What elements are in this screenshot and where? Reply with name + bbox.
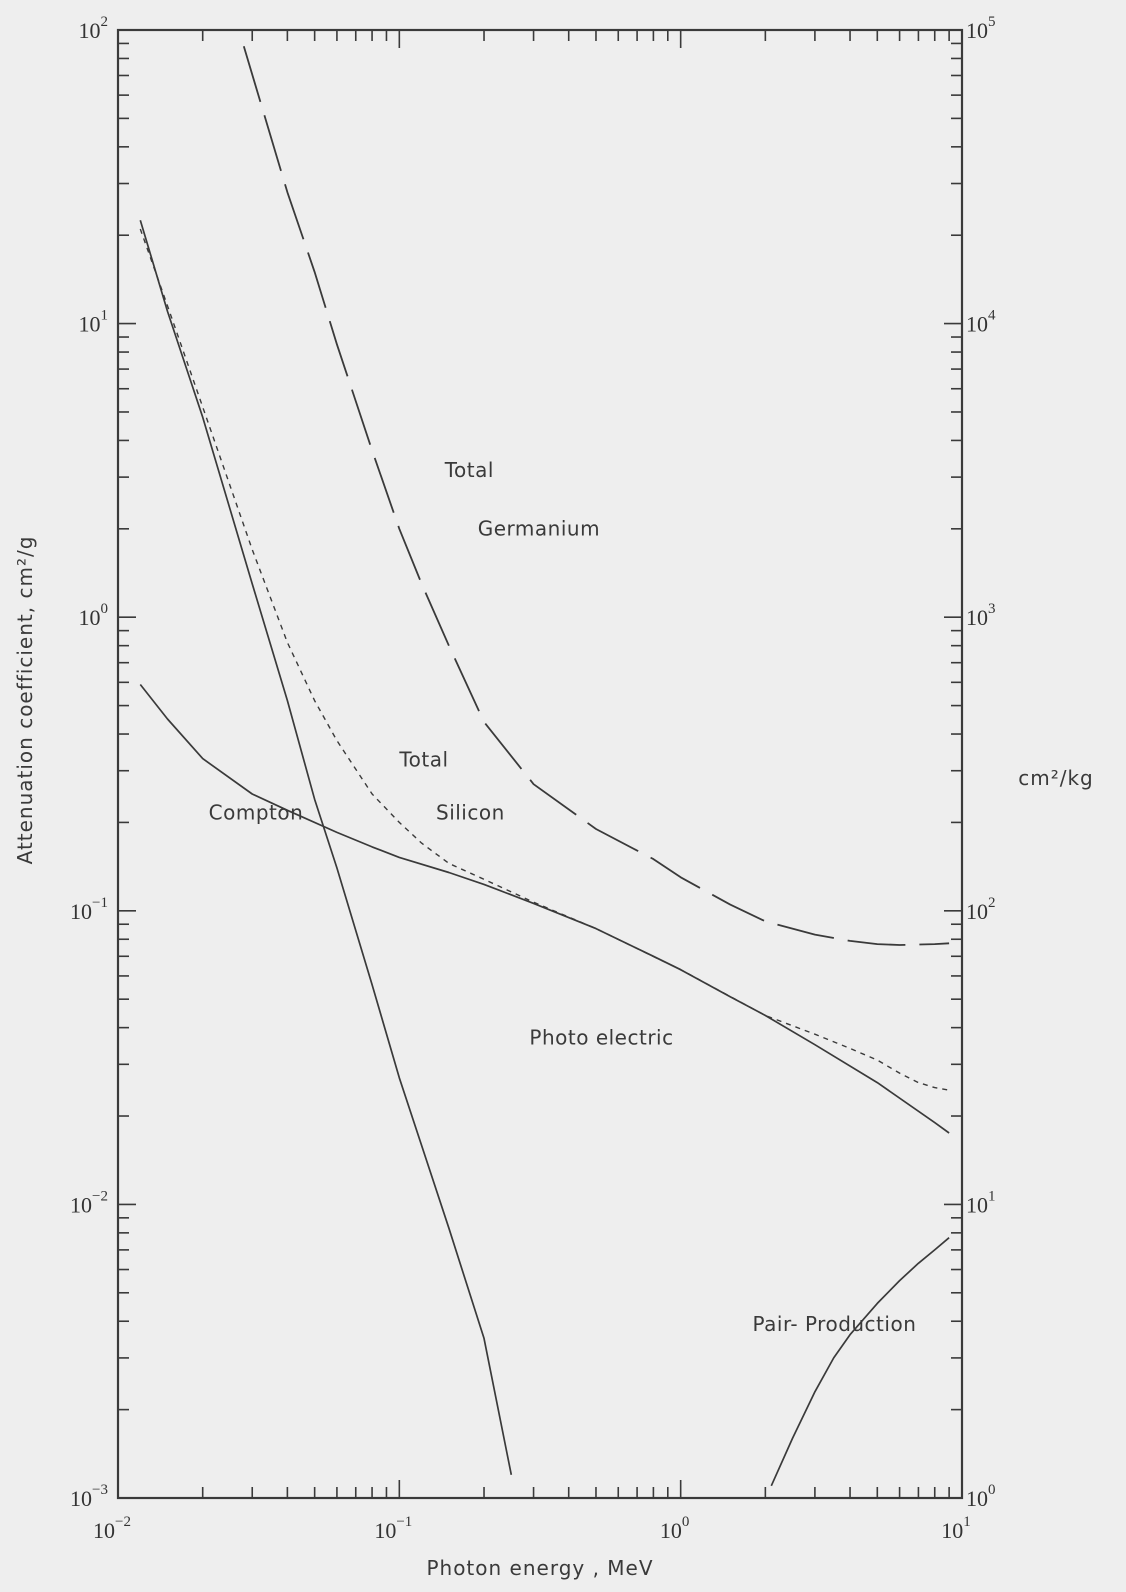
series-line-4 xyxy=(242,46,950,946)
tick-label: 101 xyxy=(79,308,109,337)
curve-labels: Total Germanium Total Silicon Compton Photo e… xyxy=(209,458,916,1336)
series-line-5 xyxy=(770,1237,950,1487)
tick-label: 10−2 xyxy=(70,1188,108,1217)
tick-label: 100 xyxy=(79,601,109,630)
tick-label: 102 xyxy=(79,14,109,43)
plot-frame xyxy=(116,28,964,1500)
series-line-3 xyxy=(139,228,950,1091)
tick-label: 100 xyxy=(966,1482,996,1511)
curve-label: Total xyxy=(398,748,448,772)
curve-label: Total xyxy=(444,458,494,482)
tick-label: 100 xyxy=(660,1514,690,1543)
curve-label: Compton xyxy=(209,800,304,824)
curve-label: Silicon xyxy=(436,800,505,824)
tick-label: 10−1 xyxy=(374,1514,412,1543)
y-axis-title: Attenuation coefficient, cm²/g xyxy=(13,536,37,865)
series-line-1 xyxy=(139,219,513,1475)
x-axis-title: Photon energy , MeV xyxy=(426,1556,653,1580)
tick-label: 104 xyxy=(966,308,996,337)
series-line-2 xyxy=(139,683,950,1134)
tick-labels: 10−2 10−1 100 101 10−3 10−2 10−1 100 101 102 100 10… xyxy=(70,14,996,1543)
tick-marks xyxy=(117,30,962,1499)
series-lines xyxy=(139,46,950,1487)
tick-label: 105 xyxy=(966,14,996,43)
tick-label: 10−3 xyxy=(70,1482,108,1511)
tick-label: 101 xyxy=(941,1514,971,1543)
curve-label: Pair- Production xyxy=(752,1312,916,1336)
tick-label: 10−1 xyxy=(70,895,108,924)
tick-label: 102 xyxy=(966,895,996,924)
tick-label: 101 xyxy=(966,1188,996,1217)
tick-label: 10−2 xyxy=(93,1514,131,1543)
tick-label: 103 xyxy=(966,601,996,630)
y2-axis-title: cm²/kg xyxy=(1018,766,1094,790)
curve-label: Photo electric xyxy=(529,1026,673,1050)
curve-label: Germanium xyxy=(478,516,600,540)
